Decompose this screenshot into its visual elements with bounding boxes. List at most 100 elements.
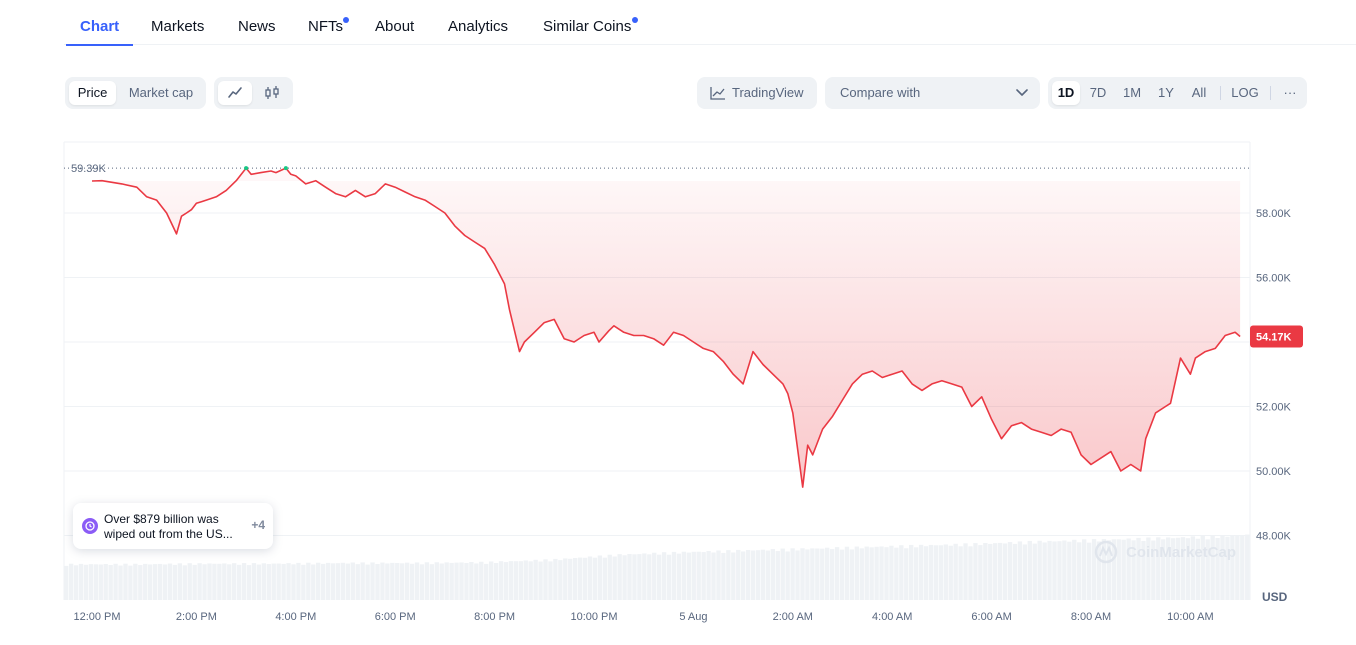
volume-bar: [1027, 540, 1032, 600]
volume-bar: [741, 551, 746, 600]
volume-bar: [849, 549, 855, 600]
volume-bar: [493, 562, 499, 600]
volume-bar: [622, 555, 627, 600]
volume-bar: [375, 564, 380, 600]
volume-bar: [1195, 538, 1200, 600]
compare-with-dropdown[interactable]: Compare with: [825, 77, 1040, 109]
volume-bar: [780, 548, 785, 600]
volume-bar: [538, 561, 543, 600]
tab-nfts[interactable]: NFTs: [308, 0, 349, 45]
volume-bar: [617, 554, 622, 600]
range-1y-button[interactable]: 1Y: [1158, 85, 1174, 100]
volume-bar: [1121, 539, 1126, 600]
tab-about[interactable]: About: [375, 0, 414, 45]
volume-bar: [612, 556, 617, 600]
volume-bar: [380, 562, 385, 600]
volume-bar: [568, 558, 573, 600]
volume-bar: [454, 562, 459, 600]
tab-analytics[interactable]: Analytics: [448, 0, 508, 45]
volume-bar: [335, 563, 341, 600]
volume-bar: [400, 563, 405, 600]
line-chart-button[interactable]: [218, 81, 252, 105]
volume-bar: [701, 552, 706, 600]
volume-bar: [508, 561, 514, 600]
volume-bar: [1106, 540, 1112, 600]
market-cap-button[interactable]: Market cap: [128, 85, 194, 100]
volume-bar: [197, 563, 202, 600]
currency-unit-label: USD: [1262, 590, 1288, 604]
volume-bar: [859, 548, 864, 600]
volume-bar: [785, 551, 790, 600]
x-tick-label: 10:00 PM: [570, 611, 617, 623]
volume-bar: [78, 563, 84, 600]
volume-bar: [632, 554, 637, 600]
volume-bar: [350, 562, 355, 600]
volume-bar: [1225, 536, 1230, 600]
price-button[interactable]: Price: [69, 81, 116, 105]
volume-bar: [765, 550, 771, 600]
news-event-card[interactable]: Over $879 billion was wiped out from the…: [73, 503, 273, 549]
volume-bar: [68, 563, 74, 600]
volume-bar: [484, 563, 489, 600]
volume-bar: [395, 563, 400, 600]
divider: [1270, 86, 1271, 100]
range-1m-button[interactable]: 1M: [1122, 85, 1142, 100]
log-scale-button[interactable]: LOG: [1231, 85, 1259, 100]
volume-bar: [884, 547, 889, 600]
volume-bar: [1072, 539, 1077, 600]
volume-bar: [1180, 537, 1186, 600]
volume-bar: [869, 547, 874, 600]
tradingview-button[interactable]: TradingView: [697, 77, 817, 109]
range-7d-button[interactable]: 7D: [1089, 85, 1107, 100]
volume-bar: [993, 543, 998, 600]
volume-bar: [691, 551, 696, 600]
tab-similar-coins[interactable]: Similar Coins: [543, 0, 638, 45]
volume-bar: [192, 564, 197, 600]
price-marketcap-toggle: Price Market cap: [65, 77, 206, 109]
volume-bar: [123, 563, 128, 600]
volume-bar: [162, 564, 168, 600]
volume-bar: [459, 562, 464, 600]
volume-bar: [572, 558, 578, 600]
volume-bar: [469, 562, 474, 600]
range-all-button[interactable]: All: [1191, 85, 1207, 100]
volume-bar: [152, 564, 158, 600]
volume-bar: [627, 553, 632, 600]
volume-bar: [479, 561, 484, 600]
volume-bar: [1062, 540, 1067, 600]
volume-bar: [365, 564, 370, 600]
volume-bar: [1067, 541, 1072, 600]
volume-bar: [731, 552, 736, 600]
volume-bar: [340, 562, 346, 600]
volume-bar: [498, 561, 504, 600]
price-chart[interactable]: 59.39K 58.00K56.00K54.00K52.00K50.00K48.…: [0, 130, 1356, 630]
price-area-fill: [92, 168, 1241, 488]
volume-bar: [874, 546, 879, 600]
volume-bar: [602, 557, 607, 600]
x-tick-label: 4:00 PM: [275, 611, 316, 623]
tab-markets[interactable]: Markets: [151, 0, 204, 45]
volume-bar: [577, 557, 583, 600]
volume-bar: [261, 563, 267, 600]
x-tick-label: 8:00 PM: [474, 611, 515, 623]
volume-bar: [286, 563, 291, 600]
range-1d-button[interactable]: 1D: [1052, 81, 1080, 105]
tab-analytics-label: Analytics: [448, 18, 509, 35]
volume-bar: [553, 558, 558, 600]
volume-bar: [676, 553, 682, 600]
volume-bar: [513, 561, 519, 600]
volume-bar: [592, 557, 598, 600]
volume-bar: [409, 563, 415, 600]
volume-bar: [755, 550, 761, 600]
volume-bar: [1057, 541, 1062, 600]
tab-news[interactable]: News: [238, 0, 276, 45]
volume-bar: [750, 550, 756, 600]
tab-chart-label: Chart: [80, 18, 120, 35]
volume-bar: [894, 547, 899, 600]
candlestick-chart-button[interactable]: [255, 81, 289, 105]
tab-chart[interactable]: Chart: [65, 0, 134, 46]
more-options-button[interactable]: ···: [1283, 85, 1297, 100]
chart-type-toggle: [214, 77, 293, 109]
volume-bar: [385, 563, 390, 600]
tab-about-label: About: [375, 18, 415, 35]
